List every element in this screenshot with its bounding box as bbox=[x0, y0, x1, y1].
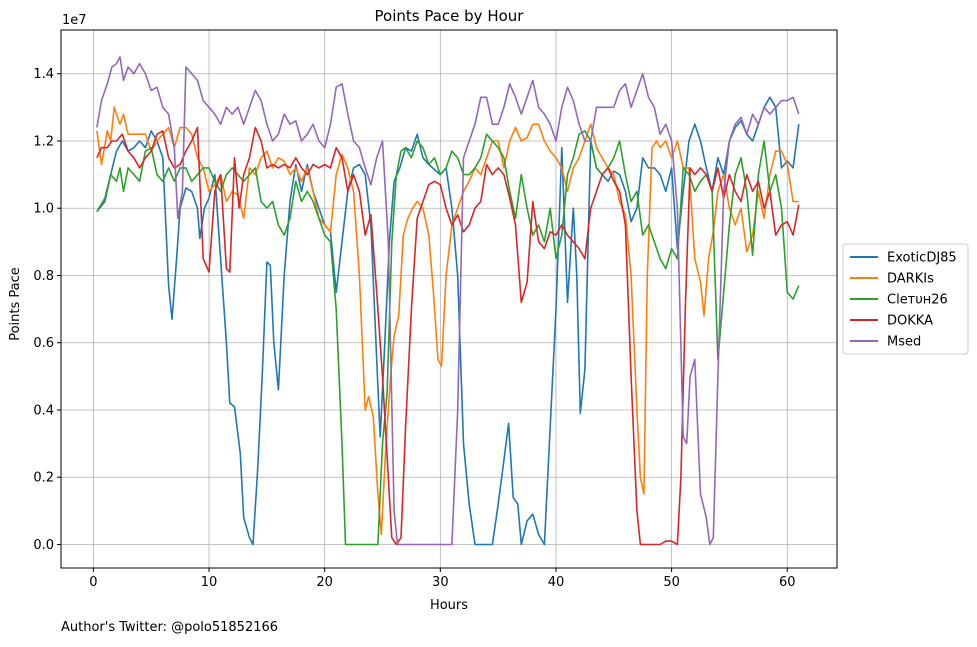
y-tick-label: 1.0 bbox=[33, 202, 54, 217]
series-line-2 bbox=[96, 130, 800, 546]
x-axis-ticks: 0 10 20 30 40 50 60 bbox=[89, 568, 796, 590]
author-note: Author's Twitter: @polo51852166 bbox=[61, 620, 279, 635]
series-line-3 bbox=[96, 126, 800, 546]
y-tick-label: 0.8 bbox=[33, 269, 54, 284]
series-line-1 bbox=[96, 106, 799, 536]
x-tick-label: 30 bbox=[432, 575, 449, 590]
y-tick-label: 0.0 bbox=[33, 538, 54, 553]
legend-label: ExoticDJ85 bbox=[887, 251, 957, 266]
legend-box bbox=[842, 243, 969, 355]
y-axis-label: Points Pace bbox=[8, 267, 23, 341]
y-tick-label: 0.2 bbox=[33, 471, 54, 486]
x-tick-label: 10 bbox=[201, 575, 218, 590]
y-tick-label: 1.4 bbox=[33, 67, 54, 82]
series-line-4 bbox=[96, 56, 800, 546]
x-tick-label: 0 bbox=[89, 575, 97, 590]
y-tick-label: 1.2 bbox=[33, 134, 54, 149]
y-tick-label: 0.4 bbox=[33, 403, 54, 418]
plot-frame bbox=[60, 29, 838, 569]
legend-label: Clетυн26 bbox=[887, 293, 948, 308]
y-tick-label: 0.6 bbox=[33, 336, 54, 351]
series-lines bbox=[96, 56, 800, 546]
x-tick-label: 20 bbox=[316, 575, 333, 590]
legend: ExoticDJ85 DARKIs Clетυн26 DOKKA Msed bbox=[842, 243, 969, 355]
x-tick-label: 50 bbox=[663, 575, 680, 590]
x-tick-label: 40 bbox=[548, 575, 565, 590]
y-axis-ticks: 0.0 0.2 0.4 0.6 0.8 1.0 1.2 1.4 bbox=[33, 67, 61, 553]
x-tick-label: 60 bbox=[779, 575, 796, 590]
chart-title: Points Pace by Hour bbox=[375, 7, 525, 25]
legend-label: DOKKA bbox=[887, 314, 933, 329]
x-axis-label: Hours bbox=[430, 598, 468, 613]
y-offset-label: 1e7 bbox=[62, 13, 87, 28]
legend-label: DARKIs bbox=[887, 272, 934, 287]
legend-label: Msed bbox=[887, 335, 921, 350]
